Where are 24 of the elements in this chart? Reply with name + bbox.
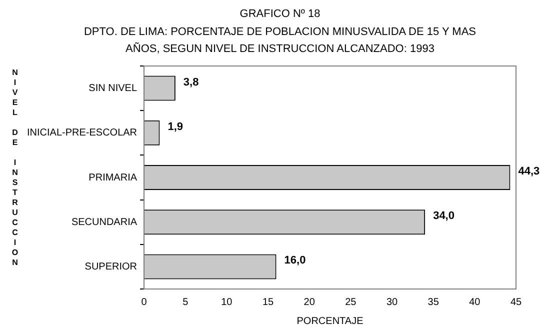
x-tick-label: 45 xyxy=(510,296,522,308)
y-tick-label: SECUNDARIA xyxy=(71,216,138,228)
chart-title: GRAFICO Nº 18 xyxy=(238,8,322,20)
y-tick-label: INICIAL-PRE-ESCOLAR xyxy=(26,128,138,139)
data-label: 3,8 xyxy=(183,76,199,88)
x-tick-label: 20 xyxy=(304,296,316,308)
x-tick-label: 5 xyxy=(182,296,189,308)
x-axis-title: PORCENTAJE xyxy=(296,316,364,327)
x-tick-label: 40 xyxy=(469,296,481,308)
x-tick-label: 10 xyxy=(221,296,233,308)
text: NIVEL DE INSTRUCCION xyxy=(12,68,18,267)
chart-subtitle: DPTO. DE LIMA: PORCENTAJE DE POBLACION MINUSVALIDA DE 15 Y MAS AÑOS, SEGUN NIVEL DE INSTRUCCION ALCANZADO: 1993 xyxy=(82,25,478,57)
x-tick-label: 35 xyxy=(428,296,440,308)
data-label: 34,0 xyxy=(433,210,454,222)
data-label: 16,0 xyxy=(284,254,306,267)
data-label: 1,9 xyxy=(168,120,184,133)
x-tick-label: 25 xyxy=(345,296,357,308)
x-tick-label: 15 xyxy=(262,296,274,308)
data-label: 44,3 xyxy=(518,166,540,178)
y-tick-label: SUPERIOR xyxy=(84,261,138,272)
y-tick-label: PRIMARIA xyxy=(88,172,138,184)
y-tick-label: SIN NIVEL xyxy=(88,83,138,94)
x-tick-label: 30 xyxy=(386,296,398,308)
x-tick-label: 0 xyxy=(141,296,148,308)
